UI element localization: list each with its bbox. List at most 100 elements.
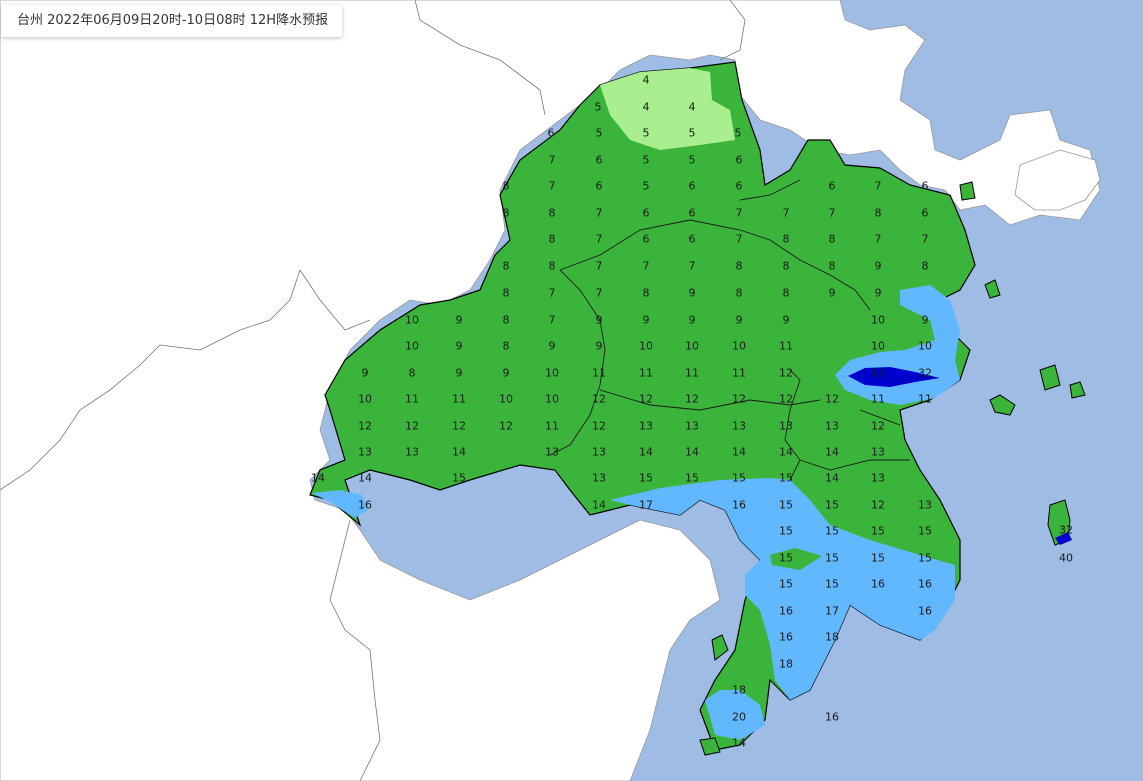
- islands: [699, 181, 1086, 756]
- rain-value-label: 11: [452, 393, 466, 406]
- rain-value-label: 7: [736, 233, 743, 246]
- rain-value-label: 10: [871, 314, 885, 327]
- rain-value-label: 32: [1059, 524, 1073, 537]
- rain-value-label: 7: [549, 287, 556, 300]
- rain-value-label: 15: [825, 525, 839, 538]
- rain-value-label: 15: [779, 552, 793, 565]
- rain-value-label: 9: [922, 314, 929, 327]
- rain-value-label: 14: [685, 446, 699, 459]
- rain-value-label: 9: [643, 314, 650, 327]
- rain-value-label: 14: [825, 446, 839, 459]
- rain-value-label: 7: [549, 154, 556, 167]
- rain-value-label: 15: [871, 552, 885, 565]
- rain-value-label: 10: [732, 340, 746, 353]
- rain-value-label: 8: [736, 260, 743, 273]
- rain-value-label: 8: [503, 314, 510, 327]
- rain-value-label: 16: [918, 605, 932, 618]
- rain-value-label: 6: [689, 180, 696, 193]
- rain-value-label: 7: [596, 207, 603, 220]
- rain-value-label: 8: [549, 233, 556, 246]
- rain-zone-green-island-south: [770, 548, 822, 570]
- rain-value-label: 12: [639, 393, 653, 406]
- rain-value-label: 20: [732, 711, 746, 724]
- rain-value-label: 6: [596, 180, 603, 193]
- rain-value-label: 9: [503, 367, 510, 380]
- rain-value-label: 9: [596, 340, 603, 353]
- rain-value-label: 11: [779, 340, 793, 353]
- rain-value-label: 15: [918, 552, 932, 565]
- rain-value-label: 9: [875, 260, 882, 273]
- rain-value-label: 12: [779, 367, 793, 380]
- rain-value-label: 8: [783, 260, 790, 273]
- rain-value-label: 6: [829, 180, 836, 193]
- rain-value-label: 15: [779, 578, 793, 591]
- rain-value-label: 12: [779, 393, 793, 406]
- rain-value-label: 40: [1059, 552, 1073, 565]
- rain-value-label: 7: [596, 233, 603, 246]
- rain-value-label: 16: [779, 631, 793, 644]
- rain-value-label: 13: [779, 420, 793, 433]
- value-labels: 4 5 4 4 6 5 5 5 5 7 6 5 5 6 8 7 6 5 6 6 6 7 6 8 8 7 6 6 7 7 7 8 6 8 7 6 6 7 8 8…: [311, 74, 1073, 750]
- rain-value-label: 5: [689, 127, 696, 140]
- rain-value-label: 10: [545, 367, 559, 380]
- rain-value-label: 6: [736, 180, 743, 193]
- rain-value-label: 4: [643, 74, 650, 87]
- rain-value-label: 10: [405, 314, 419, 327]
- island-rain-dark-blue: [1055, 532, 1072, 545]
- rain-value-label: 9: [596, 314, 603, 327]
- rain-value-label: 13: [871, 446, 885, 459]
- rain-value-label: 15: [871, 525, 885, 538]
- rain-zone-light-blue-southwest: [705, 690, 765, 740]
- rain-value-label: 15: [779, 525, 793, 538]
- rain-value-label: 12: [592, 420, 606, 433]
- rain-value-label: 12: [499, 420, 513, 433]
- rain-value-label: 7: [549, 314, 556, 327]
- rain-value-label: 12: [825, 393, 839, 406]
- rain-value-label: 9: [549, 340, 556, 353]
- rain-value-label: 5: [595, 101, 602, 114]
- rain-value-label: 14: [732, 737, 746, 750]
- rain-value-label: 8: [409, 367, 416, 380]
- rain-value-label: 11: [732, 367, 746, 380]
- rain-value-label: 13: [685, 420, 699, 433]
- rain-value-label: 15: [639, 472, 653, 485]
- rain-value-label: 5: [643, 154, 650, 167]
- rain-value-label: 7: [736, 207, 743, 220]
- rain-value-label: 32: [918, 367, 932, 380]
- rain-value-label: 16: [825, 711, 839, 724]
- rain-value-label: 13: [639, 420, 653, 433]
- rain-value-label: 12: [685, 393, 699, 406]
- rain-value-label: 12: [732, 393, 746, 406]
- rain-value-label: 11: [639, 367, 653, 380]
- rain-value-label: 7: [922, 233, 929, 246]
- rain-value-label: 4: [689, 101, 696, 114]
- rain-value-label: 8: [503, 287, 510, 300]
- rain-value-label: 13: [545, 446, 559, 459]
- rain-value-label: 8: [643, 287, 650, 300]
- rain-value-label: 8: [503, 340, 510, 353]
- rain-value-label: 9: [362, 367, 369, 380]
- rain-value-label: 4: [643, 101, 650, 114]
- rain-value-label: 8: [736, 287, 743, 300]
- rain-value-label: 13: [825, 420, 839, 433]
- rain-value-label: 5: [643, 127, 650, 140]
- rain-zone-light-green: [600, 68, 735, 150]
- rain-value-label: 6: [548, 127, 555, 140]
- rain-value-label: 13: [405, 446, 419, 459]
- rain-value-label: 8: [829, 260, 836, 273]
- rain-value-label: 13: [732, 420, 746, 433]
- rain-value-label: 10: [685, 340, 699, 353]
- rain-value-label: 18: [732, 684, 746, 697]
- rain-value-label: 8: [922, 260, 929, 273]
- rain-value-label: 15: [779, 499, 793, 512]
- rain-value-label: 7: [643, 260, 650, 273]
- rain-value-label: 8: [503, 260, 510, 273]
- rain-value-label: 15: [825, 552, 839, 565]
- district-borders: [549, 179, 910, 481]
- rain-value-label: 9: [456, 314, 463, 327]
- rain-value-label: 15: [825, 499, 839, 512]
- rain-value-label: 6: [689, 233, 696, 246]
- rain-value-label: 8: [549, 260, 556, 273]
- rain-value-label: 14: [358, 472, 372, 485]
